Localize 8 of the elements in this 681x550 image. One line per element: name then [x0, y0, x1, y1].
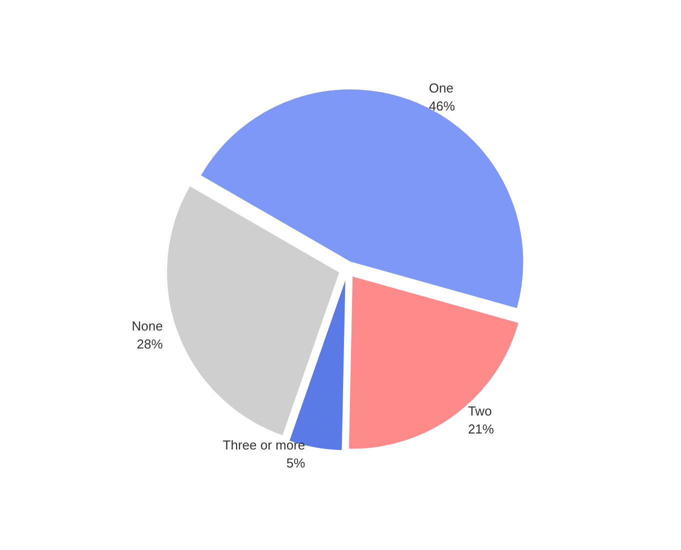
- slice-label: Two: [468, 403, 492, 418]
- slice-label: One: [428, 80, 454, 96]
- data-label: 21%: [468, 421, 494, 436]
- slice-label: None: [132, 318, 163, 334]
- data-label: 46%: [428, 98, 456, 114]
- data-label: 28%: [136, 336, 164, 352]
- data-label: 5%: [286, 455, 306, 470]
- slice-label: Three or more: [222, 437, 306, 452]
